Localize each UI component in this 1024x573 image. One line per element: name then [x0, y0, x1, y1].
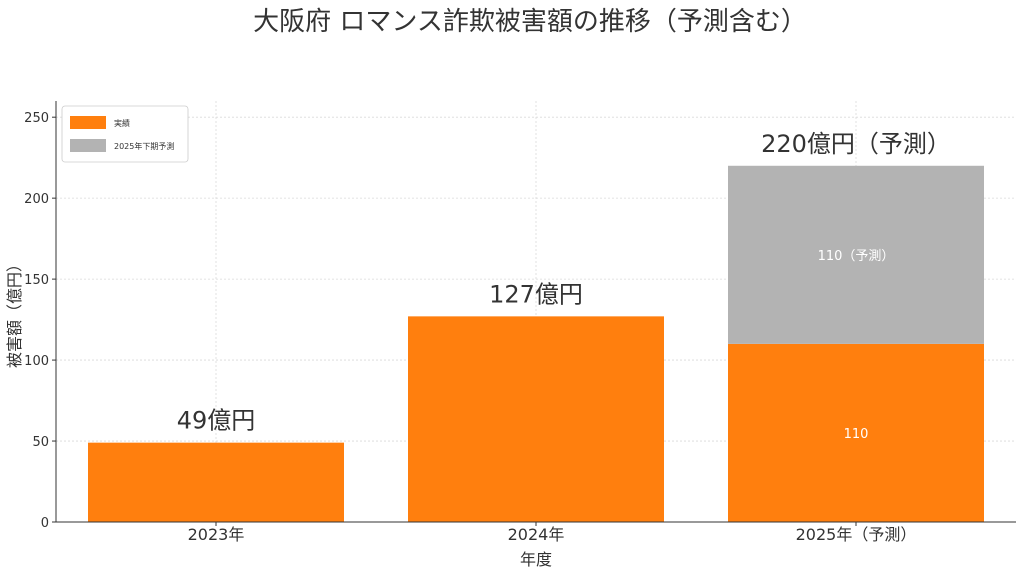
y-tick-label: 0 — [41, 516, 49, 531]
bar-actual — [88, 442, 344, 522]
bar-actual — [408, 316, 664, 522]
x-tick-label: 2025年（予測） — [796, 525, 917, 544]
y-tick-label: 50 — [32, 435, 49, 450]
bars — [88, 165, 984, 522]
segment-value-label: 110 — [844, 427, 869, 442]
y-tick-label: 100 — [24, 354, 49, 369]
bar-total-label: 220億円（予測） — [761, 130, 951, 158]
legend: 実績 2025年下期予測 — [61, 105, 189, 163]
chart-title: 大阪府 ロマンス詐欺被害額の推移（予測含む） — [253, 7, 807, 37]
y-tick-label: 150 — [24, 273, 49, 288]
bar-actual — [728, 343, 984, 522]
legend-swatch-forecast — [70, 139, 106, 152]
x-axis-label: 年度 — [520, 550, 552, 569]
legend-label-forecast: 2025年下期予測 — [114, 141, 174, 151]
x-tick-label: 2024年 — [508, 525, 565, 544]
bar-forecast — [728, 165, 984, 344]
y-tick-label: 200 — [24, 192, 49, 207]
legend-label-actual: 実績 — [114, 118, 130, 128]
legend-swatch-actual — [70, 116, 106, 129]
x-tick-label: 2023年 — [188, 525, 245, 544]
bar-total-label: 127億円 — [489, 280, 583, 308]
y-tick-label: 250 — [24, 111, 49, 126]
legend-frame — [61, 105, 189, 163]
bar-total-label: 49億円 — [177, 407, 256, 435]
y-axis-label: 被害額（億円） — [5, 256, 24, 368]
segment-value-label: 110（予測） — [818, 249, 895, 264]
bar-labels: 49億円 127億円 220億円（予測） 110 110（予測） — [177, 130, 951, 442]
axes: 0 50 100 150 200 250 2023年 2024年 2025年（予測） — [24, 101, 1016, 544]
